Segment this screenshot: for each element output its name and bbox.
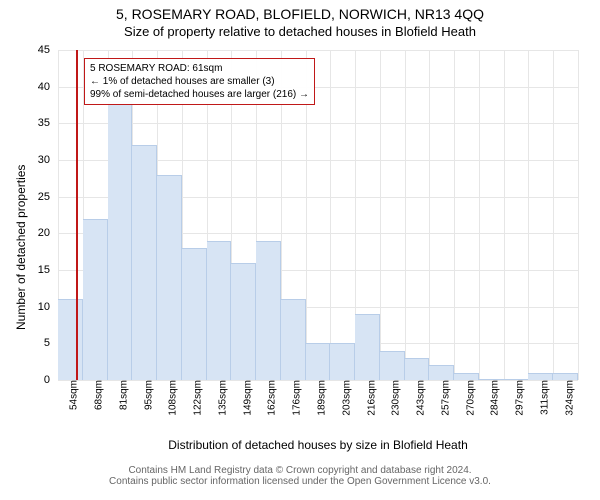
histogram-bar [157, 175, 182, 380]
x-tick-label: 95sqm [135, 380, 154, 410]
histogram-bar [281, 299, 306, 380]
x-axis-label: Distribution of detached houses by size … [58, 438, 578, 452]
gridline-v [504, 50, 505, 380]
x-tick-label: 270sqm [457, 380, 476, 416]
annotation-line: 5 ROSEMARY ROAD: 61sqm [90, 62, 309, 75]
histogram-bar [429, 365, 454, 380]
gridline-h [58, 123, 578, 124]
x-tick-label: 216sqm [358, 380, 377, 416]
histogram-bar [454, 373, 479, 380]
gridline-v [380, 50, 381, 380]
gridline-v [553, 50, 554, 380]
y-tick-label: 35 [38, 117, 58, 129]
gridline-v [479, 50, 480, 380]
y-tick-label: 45 [38, 44, 58, 56]
gridline-v [405, 50, 406, 380]
x-tick-label: 297sqm [507, 380, 526, 416]
plot-area: 05101520253035404554sqm68sqm81sqm95sqm10… [58, 50, 578, 380]
x-tick-label: 176sqm [284, 380, 303, 416]
marker-line [76, 50, 78, 380]
footer-line-2: Contains public sector information licen… [0, 476, 600, 487]
gridline-v [578, 50, 579, 380]
x-tick-label: 122sqm [185, 380, 204, 416]
histogram-bar [256, 241, 281, 380]
histogram-bar [306, 343, 331, 380]
x-tick-label: 149sqm [234, 380, 253, 416]
x-tick-label: 68sqm [86, 380, 105, 410]
chart-container: 5, ROSEMARY ROAD, BLOFIELD, NORWICH, NR1… [0, 0, 600, 500]
chart-title-main: 5, ROSEMARY ROAD, BLOFIELD, NORWICH, NR1… [0, 6, 600, 22]
x-tick-label: 203sqm [333, 380, 352, 416]
x-tick-label: 135sqm [209, 380, 228, 416]
x-tick-label: 81sqm [110, 380, 129, 410]
y-tick-label: 10 [38, 301, 58, 313]
histogram-bar [58, 299, 83, 380]
x-tick-label: 189sqm [309, 380, 328, 416]
x-tick-label: 230sqm [383, 380, 402, 416]
x-tick-label: 257sqm [432, 380, 451, 416]
y-tick-label: 40 [38, 81, 58, 93]
histogram-bar [330, 343, 355, 380]
footer: Contains HM Land Registry data © Crown c… [0, 465, 600, 487]
x-tick-label: 243sqm [408, 380, 427, 416]
histogram-bar [231, 263, 256, 380]
histogram-bar [108, 101, 133, 380]
gridline-v [454, 50, 455, 380]
gridline-v [429, 50, 430, 380]
x-tick-label: 108sqm [160, 380, 179, 416]
chart-title-sub: Size of property relative to detached ho… [0, 24, 600, 39]
y-tick-label: 15 [38, 264, 58, 276]
y-tick-label: 30 [38, 154, 58, 166]
histogram-bar [380, 351, 405, 380]
y-tick-label: 20 [38, 227, 58, 239]
y-tick-label: 5 [44, 337, 58, 349]
histogram-bar [83, 219, 108, 380]
y-tick-label: 25 [38, 191, 58, 203]
histogram-bar [207, 241, 232, 380]
annotation-line: 99% of semi-detached houses are larger (… [90, 88, 309, 101]
x-tick-label: 162sqm [259, 380, 278, 416]
annotation-line: ← 1% of detached houses are smaller (3) [90, 75, 309, 88]
histogram-bar [355, 314, 380, 380]
footer-line-1: Contains HM Land Registry data © Crown c… [0, 465, 600, 476]
gridline-v [528, 50, 529, 380]
y-tick-label: 0 [44, 374, 58, 386]
histogram-bar [132, 145, 157, 380]
histogram-bar [182, 248, 207, 380]
histogram-bar [528, 373, 553, 380]
x-tick-label: 324sqm [556, 380, 575, 416]
annotation-box: 5 ROSEMARY ROAD: 61sqm← 1% of detached h… [84, 58, 315, 105]
x-tick-label: 54sqm [61, 380, 80, 410]
y-axis-label: Number of detached properties [14, 165, 28, 330]
x-tick-label: 311sqm [531, 380, 550, 415]
x-tick-label: 284sqm [482, 380, 501, 416]
histogram-bar [553, 373, 578, 380]
histogram-bar [405, 358, 430, 380]
gridline-h [58, 50, 578, 51]
gridline-v [330, 50, 331, 380]
